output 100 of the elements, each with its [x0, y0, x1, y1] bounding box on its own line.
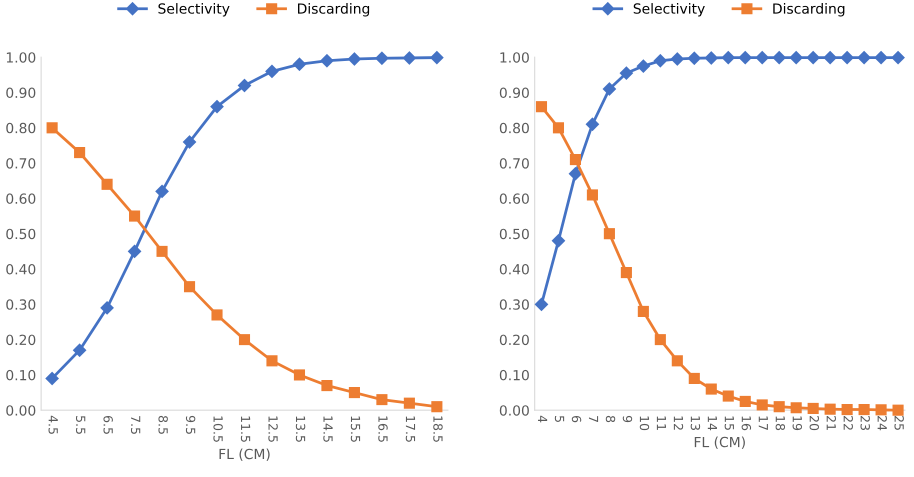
point: [638, 306, 649, 317]
point: [722, 51, 735, 64]
point: [840, 51, 854, 64]
point: [74, 146, 86, 158]
x-tick-label: 18: [776, 416, 786, 430]
y-tick-label: 0.80: [500, 122, 529, 134]
point: [824, 404, 836, 415]
y-tick-label: 0.50: [6, 228, 36, 240]
point: [586, 189, 598, 200]
point: [636, 59, 650, 73]
point: [534, 298, 548, 311]
point: [790, 51, 803, 64]
point: [740, 396, 751, 407]
x-tick-label: 9.5: [186, 416, 196, 434]
point: [238, 78, 252, 92]
point: [536, 101, 548, 112]
point: [738, 51, 752, 64]
x-tick-label: 8: [606, 416, 616, 422]
point: [654, 334, 666, 346]
x-tick-label: 14.5: [323, 416, 333, 442]
point: [604, 228, 615, 240]
x-tick-label: 6.5: [103, 416, 113, 434]
point: [722, 390, 734, 402]
point: [102, 178, 113, 190]
point: [568, 167, 582, 180]
point: [238, 334, 250, 346]
point: [431, 401, 442, 412]
x-tick-label: 7: [588, 416, 598, 422]
x-tick-label: 17.5: [406, 416, 416, 442]
x-tick-label: 10: [640, 416, 650, 430]
x-axis-title: FL (CM): [220, 448, 270, 461]
point: [184, 281, 196, 292]
point: [292, 58, 306, 71]
y-tick-label: 1.00: [6, 52, 36, 63]
point: [128, 244, 142, 258]
x-tick-label: 24: [878, 416, 887, 430]
point: [321, 380, 332, 392]
point: [756, 51, 769, 64]
x-tick-label: 20: [810, 416, 819, 430]
y-tick-label: 0.40: [500, 264, 529, 274]
point: [100, 301, 114, 314]
point: [348, 387, 360, 398]
point: [211, 309, 223, 320]
point: [182, 135, 196, 149]
point: [155, 184, 169, 198]
point: [376, 394, 388, 406]
x-tick-label: 11.5: [240, 416, 250, 442]
point: [654, 54, 667, 68]
x-axis-title: FL (CM): [694, 436, 745, 449]
point: [688, 372, 700, 384]
y-tick-label: 0.60: [500, 193, 529, 204]
y-tick-label: 0.90: [500, 88, 529, 98]
y-tick-label: 0.00: [6, 405, 36, 416]
point: [874, 51, 888, 64]
point: [552, 122, 564, 134]
y-tick-label: 0.70: [500, 158, 529, 169]
point: [156, 246, 168, 257]
y-tick-label: 0.10: [6, 370, 36, 380]
point: [402, 51, 416, 65]
x-tick-label: 19: [792, 416, 802, 430]
x-tick-label: 25: [894, 416, 904, 430]
x-tick-label: 21: [826, 416, 836, 430]
point: [348, 52, 362, 66]
y-tick-label: 0.00: [500, 405, 529, 416]
point: [586, 118, 600, 131]
x-tick-label: 7.5: [130, 416, 140, 434]
x-tick-label: 16: [742, 416, 752, 430]
x-tick-label: 15.5: [350, 416, 360, 442]
x-tick-label: 9: [622, 416, 632, 422]
x-tick-label: 13.5: [296, 416, 306, 442]
point: [73, 344, 86, 357]
x-tick-label: 11: [656, 416, 666, 430]
x-tick-label: 22: [844, 416, 853, 430]
x-tick-label: 5.5: [76, 416, 86, 434]
point: [320, 54, 334, 68]
point: [570, 154, 581, 166]
point: [294, 369, 306, 380]
y-tick-label: 0.70: [6, 158, 36, 169]
point: [266, 355, 278, 366]
x-tick-label: 13: [690, 416, 700, 430]
point: [688, 52, 701, 65]
point: [46, 372, 59, 386]
point: [704, 51, 718, 65]
y-tick-label: 0.10: [500, 370, 529, 380]
point: [552, 234, 566, 248]
x-tick-label: 12.5: [268, 416, 278, 442]
y-tick-label: 0.20: [6, 334, 36, 346]
point: [842, 404, 853, 416]
y-tick-label: 0.30: [6, 299, 36, 310]
x-tick-label: 6: [572, 416, 582, 422]
point: [46, 122, 58, 134]
y-tick-label: 0.90: [6, 88, 36, 98]
point: [858, 404, 870, 416]
point: [808, 402, 819, 414]
point: [772, 51, 786, 64]
point: [210, 100, 224, 114]
point: [891, 51, 905, 64]
point: [670, 52, 684, 66]
point: [756, 399, 768, 410]
point: [672, 355, 683, 366]
